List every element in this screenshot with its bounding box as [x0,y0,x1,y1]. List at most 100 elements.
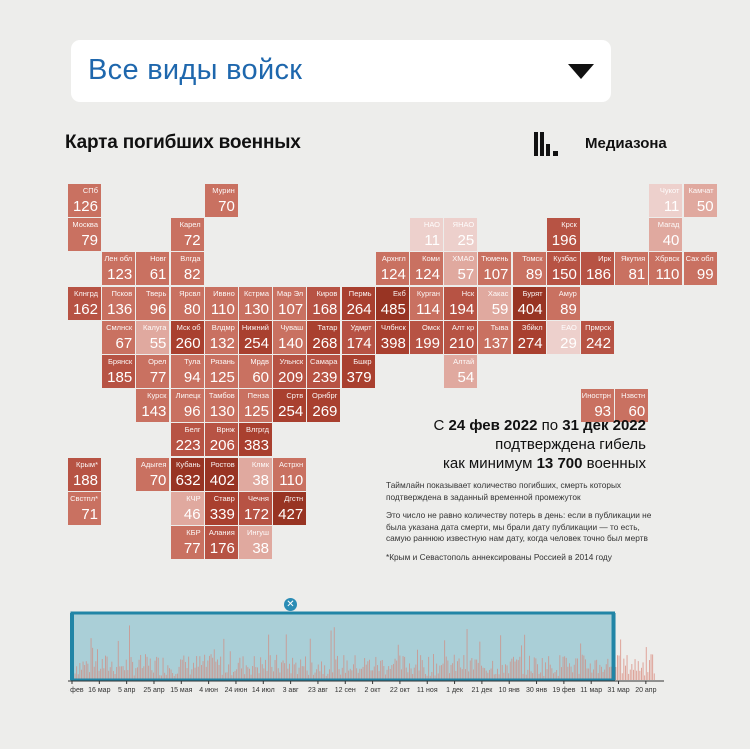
region-tile[interactable]: Томск 89 [512,252,546,286]
region-tile[interactable]: Сртв 254 [273,389,307,423]
region-tile[interactable]: Пенза 125 [239,389,272,423]
region-tile[interactable]: Самара 239 [307,355,341,388]
region-tile[interactable]: Якутия 81 [615,252,649,286]
region-tile[interactable]: Ростов 402 [204,457,238,491]
region-tile[interactable]: Карел 72 [170,218,204,252]
region-tile[interactable]: Орнбрг 269 [307,389,341,423]
region-tile[interactable]: Влдмр 132 [204,320,238,354]
region-tile[interactable]: Клнгрд 162 [68,286,101,320]
region-tile[interactable]: Тыва 137 [478,320,512,354]
region-tile[interactable]: Свстпл* 71 [68,491,101,525]
region-tile[interactable]: Курган 114 [410,286,443,320]
troop-type-dropdown[interactable]: Все виды войск [71,40,611,102]
region-tile[interactable]: Москва 79 [68,218,101,252]
region-tile[interactable]: Новг 61 [136,252,170,286]
region-tile[interactable]: Иввно 110 [204,286,238,320]
region-tile[interactable]: СПб 126 [68,184,101,217]
region-tile[interactable]: Нск 194 [444,286,478,320]
region-tile[interactable]: Прмрск 242 [581,320,614,354]
region-tile[interactable]: Крск 196 [546,218,580,252]
timeline-bar [100,668,102,680]
region-tile[interactable]: Клмк 38 [239,457,272,491]
region-tile[interactable]: Врнж 206 [204,423,238,457]
region-tile[interactable]: Рязань 125 [204,355,238,388]
region-tile[interactable]: Коми 124 [410,252,443,286]
region-tile[interactable]: Алтай 54 [444,355,478,388]
region-tile[interactable]: Омск 199 [410,320,443,354]
region-tile[interactable]: Адыгея 70 [136,457,170,491]
region-tile[interactable]: Алт кр 210 [444,320,478,354]
region-tile[interactable]: Ставр 339 [204,491,238,525]
region-tile[interactable]: Камчат 50 [683,184,717,217]
timeline-bar [225,672,226,680]
region-tile[interactable]: Тула 94 [170,355,204,388]
region-tile[interactable]: Магад 40 [649,218,683,252]
region-tile[interactable]: Липецк 96 [170,389,204,423]
region-tile[interactable]: Смлнск 67 [102,320,136,354]
region-tile[interactable]: Чуваш 140 [273,320,307,354]
region-tile[interactable]: Кстрма 130 [239,286,272,320]
region-tile[interactable]: Белг 223 [170,423,204,457]
clear-selection-close-icon[interactable]: ✕ [284,598,297,611]
region-tile[interactable]: Амур 89 [546,286,580,320]
region-tile[interactable]: Астрхн 110 [273,457,307,491]
region-tile[interactable]: Курск 143 [136,389,170,423]
region-tile[interactable]: Бшкр 379 [341,355,375,388]
region-tile[interactable]: Сах обл 99 [683,252,717,286]
region-tile[interactable]: Калуга 55 [136,320,170,354]
timeline-bar [573,664,575,680]
region-tile[interactable]: Хбрвск 110 [649,252,683,286]
region-tile[interactable]: Архнгл 124 [375,252,409,286]
region-tile[interactable]: Тюмень 107 [478,252,512,286]
region-tile[interactable]: Тверь 96 [136,286,170,320]
region-tile[interactable]: ЕАО 29 [546,320,580,354]
region-tile[interactable]: Мурин 70 [204,184,238,217]
region-tile[interactable]: Нзвстн 60 [615,389,649,423]
triangle-down-icon[interactable] [568,64,594,79]
region-tile[interactable]: Нижний 254 [239,320,272,354]
region-tile[interactable]: Кузбас 150 [546,252,580,286]
region-tile[interactable]: Збйкл 274 [512,320,546,354]
region-tile[interactable]: Влгргд 383 [239,423,272,457]
timeline-bar [121,666,122,680]
region-tile[interactable]: НАО 11 [410,218,443,252]
region-tile[interactable]: Тамбов 130 [204,389,238,423]
region-tile[interactable]: Инострн 93 [581,389,614,423]
region-tile[interactable]: Удмрт 174 [341,320,375,354]
region-tile[interactable]: Хакас 59 [478,286,512,320]
region-tile[interactable]: ЯНАО 25 [444,218,478,252]
region-tile[interactable]: Татар 268 [307,320,341,354]
region-tile[interactable]: КЧР 46 [170,491,204,525]
region-tile[interactable]: Бурят 404 [512,286,546,320]
timeline-bar [532,673,534,680]
region-tile[interactable]: КБР 77 [170,526,204,559]
region-tile[interactable]: Ирк 186 [581,252,614,286]
region-tile[interactable]: Мар Эл 107 [273,286,307,320]
timeline-bar [340,674,342,680]
region-tile[interactable]: Мрдв 60 [239,355,272,388]
region-tile[interactable]: Орел 77 [136,355,170,388]
region-tile[interactable]: Ярсвл 80 [170,286,204,320]
region-tile[interactable]: Ульнск 209 [273,355,307,388]
timeline-bar [569,663,570,680]
region-tile[interactable]: Ингуш 38 [239,526,272,559]
region-tile[interactable]: Лен обл 123 [102,252,136,286]
region-tile[interactable]: Члбнск 398 [375,320,409,354]
region-tile[interactable]: Брянск 185 [102,355,136,388]
region-tile[interactable]: Псков 136 [102,286,136,320]
region-tile[interactable]: Дгстн 427 [273,491,307,525]
region-tile[interactable]: Кубань 632 [170,457,204,491]
region-tile[interactable]: Пермь 264 [341,286,375,320]
region-tile[interactable]: Влгда 82 [170,252,204,286]
region-tile[interactable]: Алания 176 [204,526,238,559]
timeline-chart[interactable]: 24 фев 16 мар 5 апр 25 апр 15 мая 4 июн 24 июн… [68,596,664,706]
region-tile[interactable]: Чукот 11 [649,184,683,217]
region-tile[interactable]: Киров 168 [307,286,341,320]
region-tile[interactable]: ХМАО 57 [444,252,478,286]
region-tile[interactable]: Мск об 260 [170,320,204,354]
timeline-selection-area[interactable] [72,613,614,680]
region-tile[interactable]: Екб 485 [375,286,409,320]
region-tile[interactable]: Крым* 188 [68,457,101,491]
timeline-bar [639,670,641,680]
region-tile[interactable]: Чечня 172 [239,491,272,525]
